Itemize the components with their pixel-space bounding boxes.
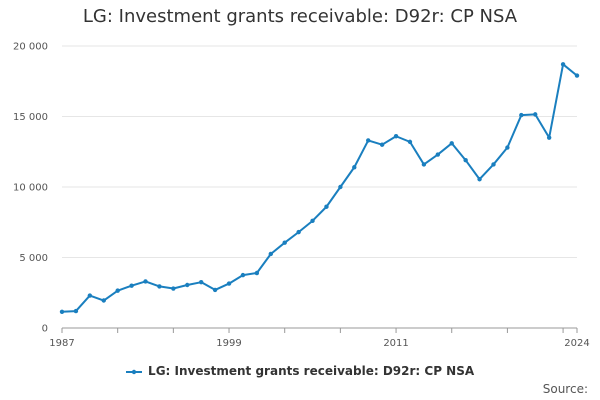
series-layer	[59, 62, 580, 314]
y-axis: 0 5 000 10 000 15 000 20 000	[13, 42, 48, 335]
data-point[interactable]	[59, 309, 65, 314]
data-point[interactable]	[143, 279, 148, 284]
data-point[interactable]	[185, 282, 190, 288]
data-point[interactable]	[533, 112, 538, 117]
chart-title: LG: Investment grants receivable: D92r: …	[82, 6, 518, 27]
data-point[interactable]	[226, 281, 232, 286]
legend[interactable]: LG: Investment grants receivable: D92r: …	[0, 364, 600, 378]
data-point[interactable]	[171, 286, 176, 291]
data-point[interactable]	[129, 283, 134, 288]
data-point[interactable]	[519, 112, 524, 118]
data-point[interactable]	[435, 152, 441, 157]
y-tick-label: 20 000	[13, 42, 48, 53]
data-point[interactable]	[254, 270, 260, 276]
data-point[interactable]	[338, 184, 343, 190]
data-point[interactable]	[574, 73, 580, 78]
gridlines	[62, 45, 577, 258]
data-point[interactable]	[421, 162, 427, 167]
series-line	[61, 63, 578, 313]
data-point[interactable]	[366, 138, 371, 143]
x-tick-label: 2011	[383, 338, 408, 349]
data-point[interactable]	[240, 272, 246, 278]
y-tick-label: 10 000	[13, 183, 48, 194]
data-point[interactable]	[393, 134, 399, 139]
y-tick-label: 5 000	[19, 253, 48, 264]
data-point[interactable]	[546, 135, 552, 140]
data-point[interactable]	[157, 284, 162, 289]
y-tick-label: 0	[42, 324, 48, 335]
data-point[interactable]	[115, 288, 120, 293]
data-point[interactable]	[505, 145, 510, 150]
data-point[interactable]	[73, 308, 79, 314]
data-point[interactable]	[101, 298, 106, 303]
x-tick-label: 2024	[564, 338, 589, 349]
source-label: Source:	[542, 382, 588, 396]
data-point[interactable]	[324, 204, 329, 209]
data-point[interactable]	[491, 162, 496, 167]
data-point[interactable]	[352, 165, 357, 170]
data-point[interactable]	[268, 251, 273, 257]
x-tick-label: 1999	[216, 338, 241, 349]
data-point[interactable]	[198, 279, 204, 285]
data-point[interactable]	[379, 142, 385, 147]
data-point[interactable]	[449, 141, 454, 146]
legend-swatch	[125, 369, 142, 374]
data-point[interactable]	[310, 218, 315, 224]
data-point[interactable]	[212, 287, 218, 293]
data-point[interactable]	[282, 240, 287, 245]
data-point[interactable]	[463, 158, 468, 163]
legend-label: LG: Investment grants receivable: D92r: …	[148, 364, 475, 378]
data-point[interactable]	[87, 293, 93, 298]
data-point[interactable]	[560, 62, 566, 67]
data-point[interactable]	[407, 139, 413, 145]
x-tick-label: 1987	[49, 338, 74, 349]
data-point[interactable]	[296, 229, 301, 235]
x-axis: 1987 1999 2011 2024	[49, 327, 590, 349]
legend-swatch-marker	[131, 369, 137, 374]
y-tick-label: 15 000	[13, 112, 48, 123]
data-point[interactable]	[477, 177, 482, 182]
